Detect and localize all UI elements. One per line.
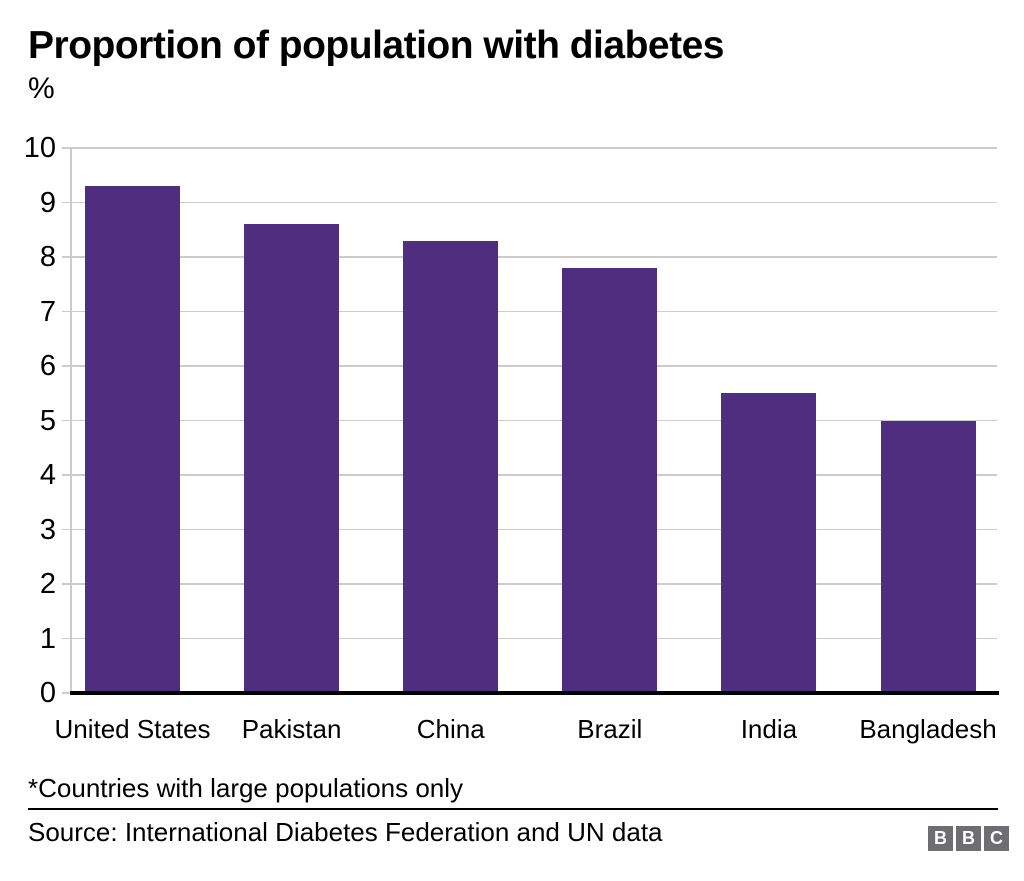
y-tick: [62, 474, 70, 476]
y-tick: [62, 310, 70, 313]
y-gridline: [70, 419, 997, 422]
bar-united-states: [85, 186, 180, 693]
y-gridline: [70, 201, 997, 204]
x-axis-label-united-states: United States: [54, 714, 211, 744]
y-tick-label: 5: [39, 404, 56, 437]
y-tick-label: 4: [39, 459, 56, 491]
y-tick-label: 8: [39, 241, 56, 273]
y-tick: [62, 692, 70, 694]
y-tick: [62, 201, 70, 204]
bar-india: [721, 393, 817, 693]
y-tick-label: 3: [39, 513, 56, 546]
source-text: Source: International Diabetes Federatio…: [28, 817, 663, 847]
y-tick: [62, 147, 70, 149]
y-gridline: [70, 256, 997, 258]
x-axis-label-india: India: [740, 714, 798, 744]
chart-footnote: *Countries with large populations only: [28, 773, 464, 803]
bbc-logo: B B C: [928, 826, 1009, 851]
x-axis-label-pakistan: Pakistan: [241, 714, 342, 744]
y-gridline: [70, 310, 997, 313]
y-tick-label: 6: [39, 350, 56, 382]
y-axis-unit-label: %: [28, 72, 55, 105]
bar-china: [403, 240, 499, 693]
bbc-logo-letter: B: [928, 826, 953, 851]
x-axis-label-china: China: [416, 714, 485, 744]
bar-bangladesh: [880, 420, 976, 693]
chart-title: Proportion of population with diabetes: [28, 24, 724, 67]
y-gridline: [70, 637, 997, 640]
x-axis-baseline: [70, 691, 999, 695]
y-gridline: [70, 365, 997, 367]
y-tick-label: 2: [39, 568, 56, 600]
footer-divider: [28, 808, 998, 810]
bbc-logo-letter: C: [984, 826, 1009, 851]
y-tick: [62, 256, 70, 258]
y-tick-label: 10: [23, 132, 56, 164]
y-tick: [62, 583, 70, 585]
bbc-logo-letter: B: [956, 826, 981, 851]
bar-brazil: [562, 267, 658, 693]
y-axis-line: [70, 148, 72, 693]
y-tick: [62, 365, 70, 367]
y-tick-label: 9: [39, 186, 56, 219]
y-tick-label: 1: [39, 622, 56, 655]
y-gridline: [70, 528, 997, 531]
y-tick: [62, 528, 70, 531]
y-gridline: [70, 474, 997, 476]
y-tick-label: 7: [39, 295, 56, 328]
y-tick-label: 0: [39, 677, 56, 709]
y-tick: [62, 637, 70, 640]
x-axis-label-bangladesh: Bangladesh: [859, 714, 997, 744]
y-gridline: [70, 147, 997, 149]
x-axis-label-brazil: Brazil: [577, 714, 643, 744]
y-gridline: [70, 583, 997, 585]
bar-pakistan: [244, 224, 340, 693]
y-tick: [62, 419, 70, 422]
